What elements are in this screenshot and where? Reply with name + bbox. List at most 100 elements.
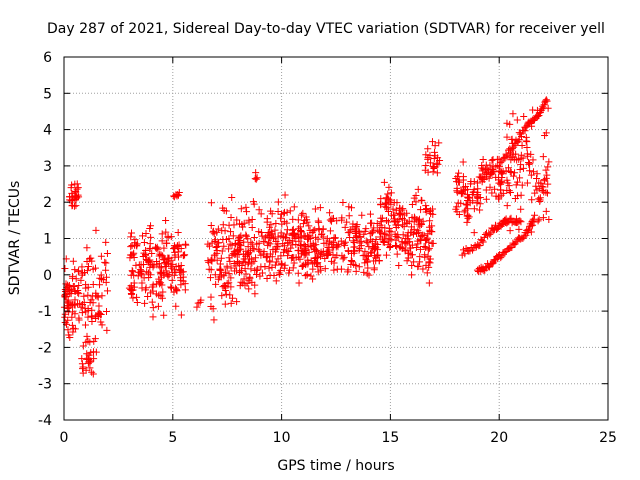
data-point: [453, 187, 461, 195]
data-point: [160, 311, 168, 319]
data-point: [143, 255, 151, 263]
data-point: [64, 316, 72, 324]
data-point: [220, 272, 228, 280]
x-axis-label: GPS time / hours: [277, 458, 394, 474]
data-point: [426, 151, 434, 159]
y-tick-label: 3: [43, 159, 52, 175]
data-point: [408, 241, 416, 249]
data-point: [516, 166, 524, 174]
data-point: [161, 259, 169, 267]
data-point: [96, 310, 104, 318]
data-point: [507, 156, 515, 164]
data-point: [368, 248, 376, 256]
data-point: [295, 237, 303, 245]
data-point: [229, 250, 237, 258]
data-point: [92, 292, 100, 300]
data-point: [537, 179, 545, 187]
data-point: [238, 262, 246, 270]
data-point: [479, 155, 487, 163]
data-point: [101, 258, 109, 266]
data-point: [519, 164, 527, 172]
data-point: [362, 225, 370, 233]
data-point: [483, 173, 491, 181]
data-point: [131, 239, 139, 247]
data-point: [153, 243, 161, 251]
data-point: [102, 238, 110, 246]
data-point: [542, 207, 550, 215]
data-point: [142, 230, 150, 238]
data-point: [519, 234, 527, 242]
data-point: [417, 232, 425, 240]
data-point: [150, 261, 158, 269]
data-point: [427, 159, 435, 167]
data-point: [539, 153, 547, 161]
data-point: [311, 205, 319, 213]
data-point: [301, 272, 309, 280]
data-point: [272, 277, 280, 285]
data-point: [345, 203, 353, 211]
data-point: [141, 299, 149, 307]
data-point: [305, 222, 313, 230]
data-point: [75, 267, 83, 275]
x-tick-label: 10: [273, 430, 291, 446]
y-tick-label: 1: [43, 232, 52, 248]
data-point: [416, 245, 424, 253]
data-point: [470, 229, 478, 237]
data-point: [491, 185, 499, 193]
data-point: [210, 316, 218, 324]
data-point: [252, 169, 260, 177]
data-point: [434, 160, 442, 168]
data-point: [206, 274, 214, 282]
data-point: [79, 342, 87, 350]
data-point: [181, 240, 189, 248]
data-point: [233, 216, 241, 224]
data-point: [263, 252, 271, 260]
data-point: [460, 208, 468, 216]
data-point: [480, 233, 488, 241]
data-point: [275, 269, 283, 277]
data-point: [209, 305, 217, 313]
data-point: [162, 217, 170, 224]
data-point: [364, 264, 372, 272]
data-point: [245, 216, 253, 224]
data-point: [300, 232, 308, 240]
data-point: [510, 143, 518, 151]
data-point: [532, 182, 540, 190]
data-point: [528, 196, 536, 204]
data-point: [510, 155, 518, 163]
data-point: [424, 145, 432, 153]
data-point: [174, 248, 182, 256]
data-point: [527, 222, 535, 230]
data-point: [370, 224, 378, 232]
data-point: [330, 266, 338, 274]
data-point: [333, 217, 341, 225]
data-point: [283, 230, 291, 238]
data-point: [420, 231, 428, 239]
data-point: [373, 252, 381, 260]
data-point: [523, 138, 531, 146]
data-point: [326, 216, 334, 224]
data-point: [177, 267, 185, 275]
data-point: [155, 252, 163, 260]
data-point: [533, 112, 541, 120]
data-point: [75, 281, 83, 289]
data-point: [146, 240, 154, 248]
data-point: [459, 158, 467, 166]
data-point: [168, 284, 176, 292]
data-point: [523, 144, 531, 152]
data-point: [536, 194, 544, 202]
data-point: [240, 238, 248, 246]
data-point: [536, 198, 544, 206]
data-point: [219, 221, 227, 229]
data-point: [231, 267, 239, 275]
data-point: [428, 222, 436, 230]
data-point: [372, 244, 380, 252]
data-point: [476, 241, 484, 249]
data-point: [211, 237, 219, 245]
data-point: [463, 212, 471, 220]
data-point: [497, 159, 505, 167]
data-point: [425, 244, 433, 252]
data-point: [181, 280, 189, 288]
data-point: [511, 194, 519, 202]
data-point: [333, 241, 341, 249]
